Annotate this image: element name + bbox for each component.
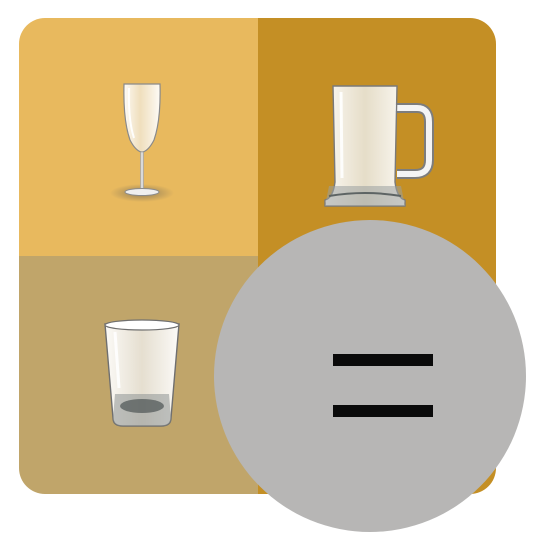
champagne-flute-icon	[110, 83, 174, 202]
equals-icon	[333, 354, 433, 366]
shot-glass-icon	[104, 319, 180, 427]
equals-icon-lower-bar	[333, 405, 433, 417]
beer-mug-icon	[324, 85, 434, 207]
result-circle[interactable]	[214, 220, 526, 532]
